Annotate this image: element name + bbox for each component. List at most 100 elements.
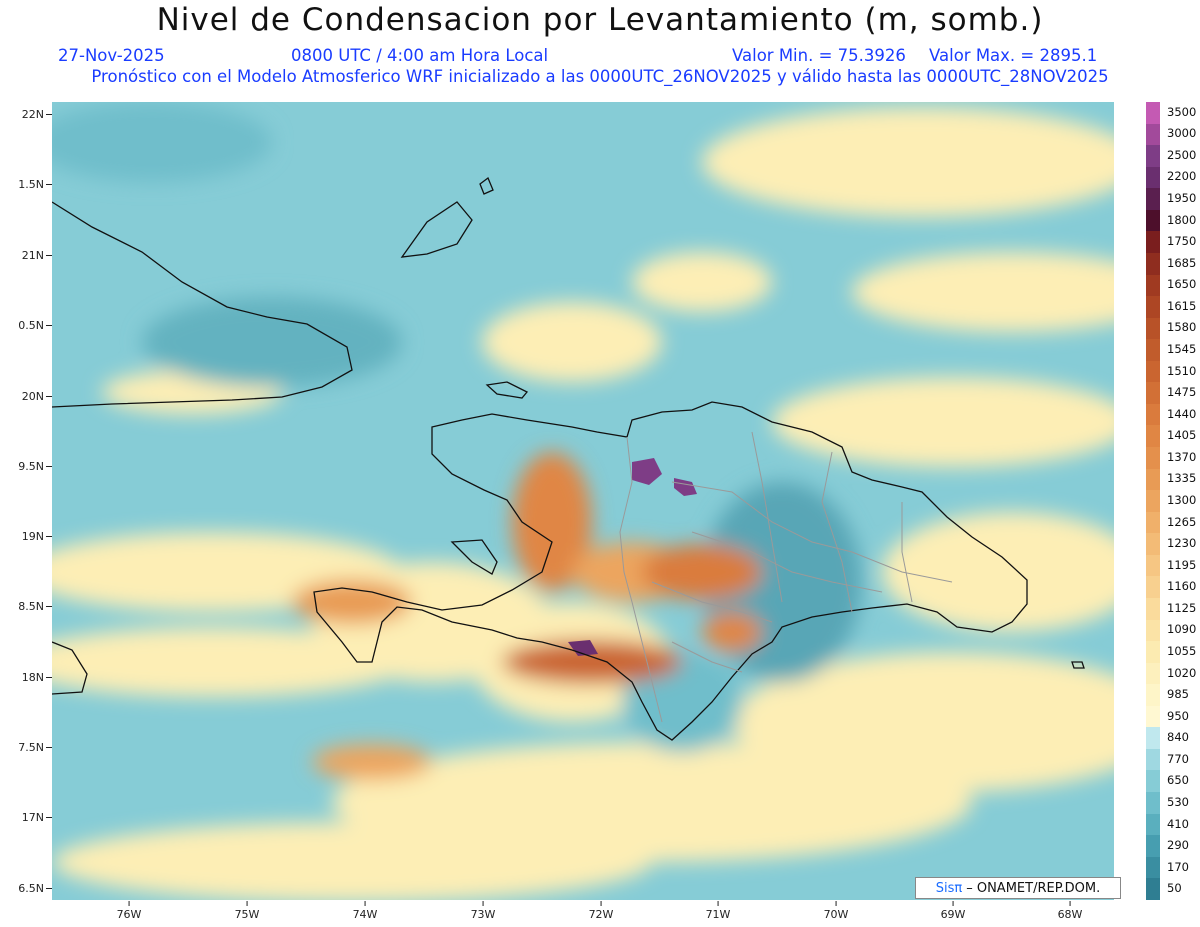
lat-label: 6.5N [0,882,52,895]
colorbar-label: 170 [1167,859,1189,874]
colorbar-label: 2500 [1167,147,1197,162]
colorbar-swatch [1146,231,1160,253]
colorbar-label: 1650 [1167,277,1197,292]
lon-label: 70W [823,901,849,921]
colorbar-swatch [1146,166,1160,189]
colorbar-swatch [1146,296,1160,318]
credit-brand: Sisπ [935,880,963,896]
colorbar-swatch [1146,360,1160,383]
colorbar-label: 770 [1167,751,1189,766]
lat-label: 22N [0,108,52,121]
colorbar-label: 3500 [1167,104,1197,119]
colorbar-label: 1615 [1167,298,1197,313]
map-title: Nivel de Condensacion por Levantamiento … [156,2,1044,38]
colorbar-swatch [1146,123,1160,146]
colorbar-swatch [1146,835,1160,857]
colorbar-label: 1160 [1167,579,1197,594]
colorbar-swatch [1146,403,1160,426]
colorbar-swatch [1146,705,1160,728]
value-min: Valor Min. = 75.3926 [732,46,906,65]
colorbar-label: 1545 [1167,342,1197,357]
model-description: Pronóstico con el Modelo Atmosferico WRF… [91,67,1109,86]
colorbar-label: 50 [1167,881,1182,896]
colorbar-swatch [1146,274,1160,297]
colorbar-swatch [1146,597,1160,620]
colorbar-swatch [1146,576,1160,598]
lon-label: 73W [470,901,496,921]
colorbar-label: 1335 [1167,471,1197,486]
forecast-time: 0800 UTC / 4:00 am Hora Local [291,46,549,65]
colorbar-label: 1405 [1167,428,1197,443]
colorbar-swatch [1146,748,1160,771]
colorbar-swatch [1146,188,1160,210]
purple-maxima [568,458,697,656]
colorbar-label: 1020 [1167,665,1197,680]
colorbar-label: 650 [1167,773,1189,788]
lat-label: 9.5N [0,460,52,473]
lon-label: 72W [588,901,614,921]
lat-label: 8.5N [0,600,52,613]
lon-label: 74W [352,901,378,921]
lat-label: 20N [0,390,52,403]
colorbar-swatch [1146,490,1160,512]
colorbar-swatch [1146,468,1160,491]
colorbar-swatch [1146,511,1160,534]
colorbar-label: 1090 [1167,622,1197,637]
lon-label: 71W [705,901,731,921]
lcl-map [52,102,1114,900]
coastlines [52,176,1085,741]
colorbar [1146,102,1160,900]
colorbar-swatch [1146,447,1160,469]
colorbar-label: 1230 [1167,536,1197,551]
colorbar-label: 985 [1167,687,1189,702]
lat-label: 17N [0,811,52,824]
colorbar-label: 1265 [1167,514,1197,529]
colorbar-label: 1300 [1167,493,1197,507]
colorbar-label: 1510 [1167,363,1197,378]
colorbar-label: 1125 [1167,600,1197,615]
colorbar-label: 1440 [1167,406,1197,421]
value-max: Valor Max. = 2895.1 [929,46,1098,65]
colorbar-swatch [1146,554,1160,577]
credit-box: Sisπ – ONAMET/REP.DOM. [915,877,1121,899]
colorbar-swatch [1146,770,1160,792]
colorbar-label: 840 [1167,730,1189,745]
colorbar-label: 1195 [1167,557,1197,572]
colorbar-label: 3000 [1167,126,1197,141]
map-canvas [52,102,1114,900]
colorbar-label: 290 [1167,838,1189,853]
colorbar-swatch [1146,662,1160,685]
colorbar-swatch [1146,425,1160,447]
colorbar-label: 1750 [1167,234,1197,249]
colorbar-label: 1370 [1167,449,1197,464]
lat-label: 1.5N [0,178,52,191]
lat-label: 21N [0,249,52,262]
lat-label: 19N [0,530,52,543]
colorbar-swatch [1146,856,1160,879]
colorbar-swatch [1146,813,1160,836]
colorbar-swatch [1146,727,1160,749]
colorbar-swatch [1146,878,1160,900]
colorbar-swatch [1146,792,1160,814]
colorbar-swatch [1146,339,1160,361]
colorbar-swatch [1146,619,1160,642]
lat-label: 18N [0,671,52,684]
colorbar-swatch [1146,145,1160,167]
provincial-borders [619,431,953,723]
forecast-date: 27-Nov-2025 [58,46,165,65]
lon-label: 76W [116,901,142,921]
colorbar-swatch [1146,684,1160,706]
colorbar-swatch [1146,102,1160,124]
colorbar-label: 1580 [1167,320,1197,335]
colorbar-label: 950 [1167,708,1189,723]
field-shading [52,102,1114,900]
colorbar-swatch [1146,641,1160,663]
colorbar-swatch [1146,209,1160,232]
colorbar-label: 1685 [1167,255,1197,270]
colorbar-label: 1055 [1167,643,1197,658]
credit-text: – ONAMET/REP.DOM. [966,880,1101,896]
lat-label: 0.5N [0,319,52,332]
lon-label: 69W [940,901,966,921]
colorbar-label: 2200 [1167,169,1197,184]
colorbar-label: 1950 [1167,191,1197,206]
